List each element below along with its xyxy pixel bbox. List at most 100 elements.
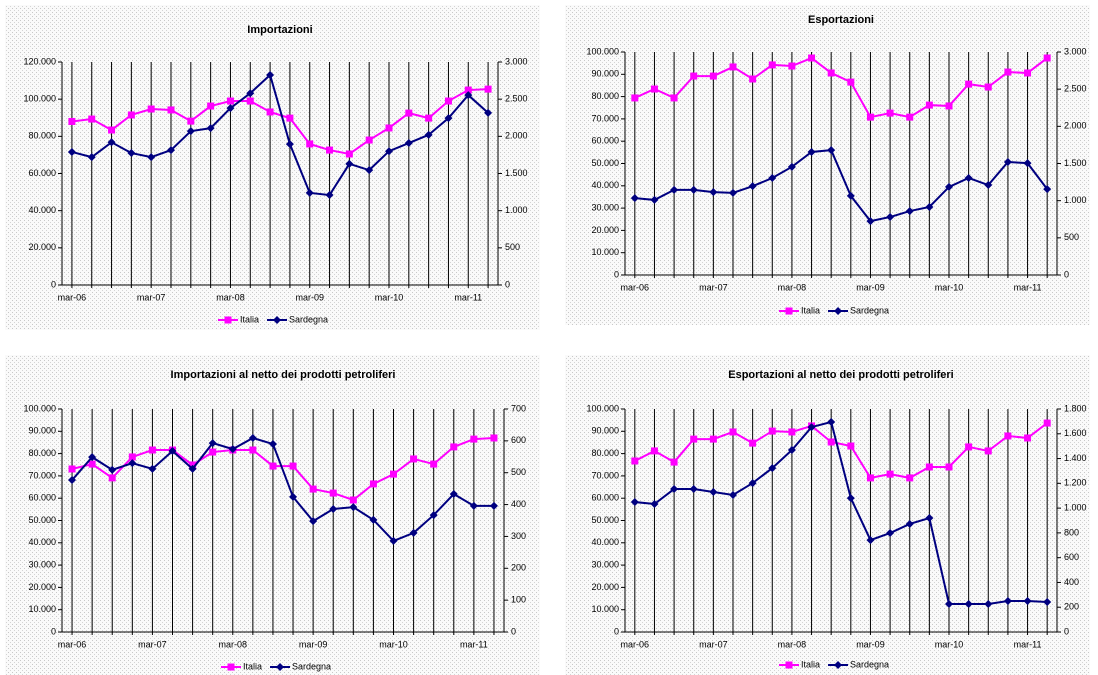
marker — [484, 85, 492, 93]
series-line — [71, 73, 489, 197]
marker — [226, 104, 235, 113]
marker — [964, 173, 973, 182]
marker — [385, 147, 393, 156]
marker — [450, 443, 458, 451]
marker — [788, 428, 796, 436]
marker — [108, 465, 117, 474]
x-tick-label: mar-08 — [778, 282, 807, 292]
marker — [266, 108, 274, 116]
marker — [787, 162, 796, 171]
marker — [1043, 419, 1051, 427]
marker — [690, 72, 698, 80]
marker — [208, 439, 217, 448]
marker — [886, 213, 895, 222]
x-tick-label: mar-10 — [935, 282, 964, 292]
marker — [329, 489, 337, 497]
x-tick-label: mar-07 — [699, 639, 728, 649]
marker — [650, 500, 659, 509]
x-tick-label: mar-11 — [454, 292, 482, 302]
chart-panel: Esportazioni al netto dei prodotti petro… — [565, 355, 1090, 675]
y2-tick-label: 600 — [1064, 552, 1079, 562]
marker — [128, 453, 136, 461]
marker — [1004, 432, 1012, 440]
marker — [470, 435, 478, 443]
y-tick-label: 100.000 — [23, 403, 56, 413]
marker — [405, 109, 413, 117]
marker — [286, 114, 294, 122]
y-tick-label: 80.000 — [591, 91, 619, 101]
marker — [785, 307, 793, 315]
marker — [273, 316, 282, 324]
marker — [68, 117, 76, 125]
marker — [88, 115, 96, 123]
marker — [748, 182, 757, 191]
y2-tick-label: 1.000 — [1064, 502, 1087, 512]
marker — [127, 149, 136, 158]
y2-tick-label: 500 — [1064, 232, 1079, 242]
marker — [1043, 185, 1052, 194]
marker — [444, 97, 452, 105]
marker — [207, 102, 215, 110]
marker — [329, 505, 338, 514]
y-tick-label: 0 — [614, 269, 619, 279]
marker — [670, 94, 678, 102]
marker — [187, 117, 195, 125]
marker — [249, 446, 257, 454]
marker — [268, 440, 277, 449]
y2-tick-label: 500 — [511, 467, 526, 477]
marker — [224, 316, 232, 324]
series-line — [71, 436, 494, 543]
marker — [88, 460, 96, 468]
chart-title: Esportazioni — [808, 14, 874, 26]
marker — [866, 217, 875, 226]
marker — [709, 435, 717, 443]
marker — [1024, 434, 1032, 442]
marker — [866, 536, 875, 545]
y2-tick-label: 2.000 — [505, 131, 528, 141]
marker — [690, 435, 698, 443]
marker — [464, 86, 472, 94]
y2-tick-label: 200 — [1064, 602, 1079, 612]
marker — [444, 114, 453, 123]
marker — [369, 515, 378, 524]
x-tick-label: mar-07 — [138, 639, 167, 649]
marker — [429, 511, 438, 520]
y-tick-label: 40.000 — [591, 180, 619, 190]
marker — [984, 447, 992, 455]
marker — [768, 464, 777, 473]
marker — [689, 485, 698, 494]
panel-background — [565, 5, 1090, 325]
marker — [108, 126, 116, 134]
marker — [945, 600, 953, 609]
marker — [631, 457, 639, 465]
marker — [1003, 597, 1012, 606]
chart-panel: Importazioni al netto dei prodotti petro… — [5, 355, 540, 675]
marker — [984, 181, 993, 190]
marker — [748, 479, 757, 488]
y2-tick-label: 2.000 — [1064, 121, 1087, 131]
chart-title: Esportazioni al netto dei prodotti petro… — [728, 369, 954, 381]
marker — [67, 147, 76, 156]
marker — [226, 97, 234, 105]
marker — [866, 113, 874, 121]
marker — [489, 501, 498, 510]
marker — [709, 188, 718, 197]
marker — [88, 453, 97, 462]
marker — [127, 111, 135, 119]
y-tick-label: 60.000 — [591, 493, 619, 503]
marker — [246, 89, 255, 98]
x-tick-label: mar-06 — [621, 282, 650, 292]
y2-tick-label: 400 — [1064, 577, 1079, 587]
marker — [365, 166, 374, 175]
marker — [309, 517, 318, 526]
y-tick-label: 0 — [614, 626, 619, 636]
y-tick-label: 80.000 — [28, 131, 56, 141]
marker — [906, 113, 914, 121]
marker — [945, 182, 953, 191]
marker — [846, 494, 855, 503]
series-line — [634, 422, 1048, 480]
legend-label: Italia — [801, 305, 820, 315]
marker — [349, 503, 358, 512]
marker — [925, 514, 934, 523]
marker — [469, 501, 478, 510]
